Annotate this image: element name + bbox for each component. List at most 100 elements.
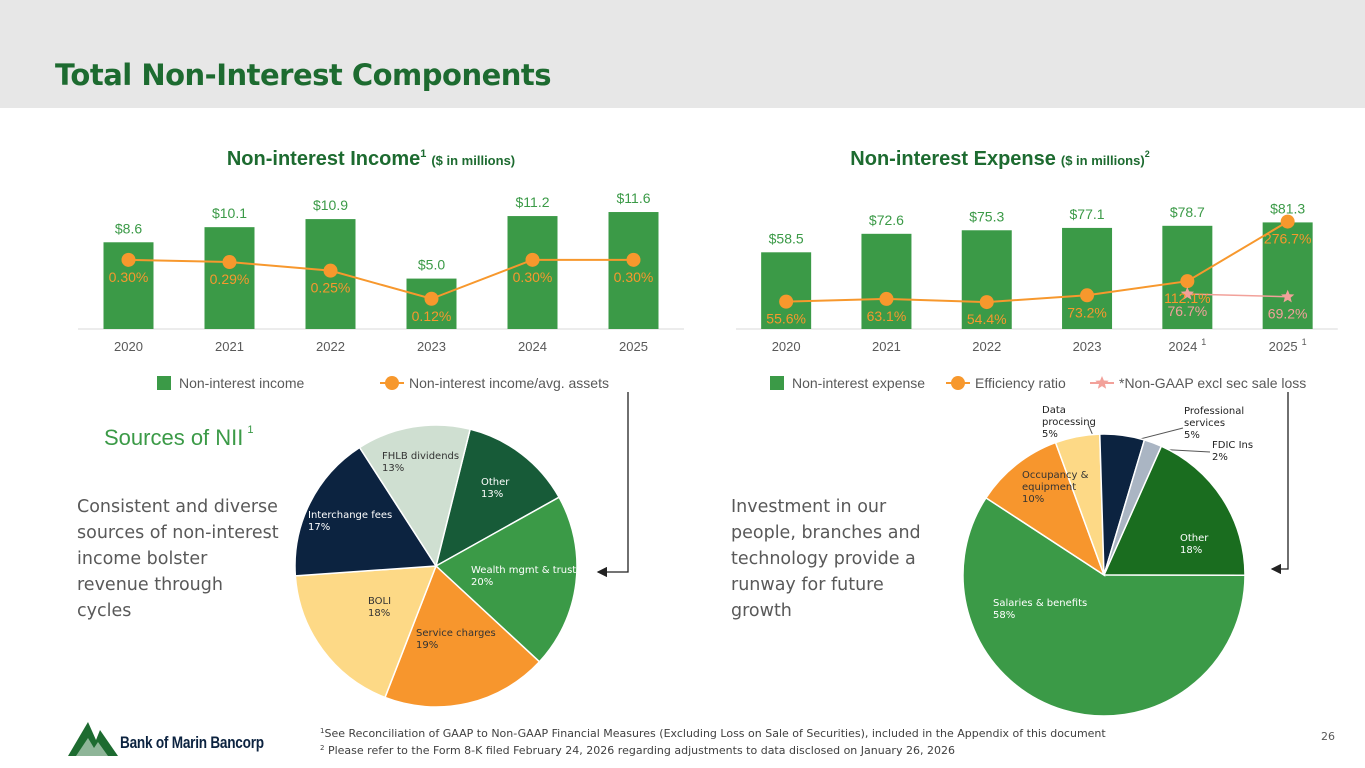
line-value-label: 63.1% [867,308,907,324]
pie-label-value: 5% [1184,430,1200,441]
pie-label-category: Professional services [1184,406,1245,429]
chart-title: Non-interest Expense ($ in millions)2 [850,148,1149,170]
pie-label-category: Other [481,477,510,488]
chart-title: Sources of NII 1 [104,424,254,450]
pie-label: Other 18% [1180,533,1208,557]
x-tick-label: 2022 [972,339,1001,354]
pie-label: Professional services 5% [1184,406,1254,442]
bar [961,230,1012,329]
line-value-label: 0.29% [210,271,250,287]
line-value-label: 276.7% [1264,231,1311,247]
pie-label: FDIC Ins 2% [1212,440,1253,464]
x-tick-label-text: 2025 [619,339,648,354]
x-tick-label-text: 2020 [772,339,801,354]
pie-label: FHLB dividends 13% [382,451,459,475]
legend-star [1095,376,1109,389]
bar-value-label: $10.1 [212,205,247,221]
pie-label-value: 17% [308,522,331,533]
line-value-label: 0.30% [614,269,654,285]
bar [1062,227,1113,329]
chart-title-text: Non-interest Income [227,148,420,170]
pie-label: Occupancy & equipment 10% [1022,470,1094,506]
legend-swatch [770,376,784,390]
bar [861,233,912,329]
pie-label-category: BOLI [368,596,392,607]
title-superscript: 1 [247,424,253,436]
pie-label-value: 58% [993,610,1016,621]
footnote-text: Please refer to the Form 8-K filed Febru… [327,744,955,757]
bar-value-label: $78.7 [1170,204,1205,220]
bar [608,212,659,329]
point-marker [1180,274,1195,289]
bar [507,216,558,329]
pie-label-value: 19% [416,640,439,651]
point-marker [779,294,794,309]
x-tick-label-text: 2022 [972,339,1001,354]
pie-label-category: Wealth mgmt & trust [471,565,577,576]
x-tick-label-text: 2024 [518,339,547,354]
pie-label: Wealth mgmt & trust 20% [471,565,576,589]
logo-text: Bank of Marin Bancorp [120,733,264,752]
x-tick-label-text: 2021 [215,339,244,354]
pie-label-category: FDIC Ins [1212,440,1254,451]
pie-slice [1102,445,1246,577]
point-marker [1280,214,1295,229]
x-tick-label-text: 2023 [417,339,446,354]
pie-label: Data processing 5% [1042,405,1112,441]
bar-value-label: $8.6 [115,220,142,236]
pie-label: Interchange fees 17% [308,510,392,534]
point-marker [1080,288,1095,303]
bar [761,252,812,329]
line-value-label: 54.4% [967,311,1007,327]
line-value-label: 73.2% [1067,304,1107,320]
leader-line [1135,427,1184,441]
x-tick-label: 2021 [215,339,244,354]
point-marker [424,291,439,306]
line [1187,293,1288,298]
pie-label: BOLI 18% [368,596,391,620]
pie-slice [962,496,1246,717]
legend-label: Non-interest income [179,375,304,391]
point-marker [121,252,136,267]
pie-label-category: Salaries & benefits [993,598,1088,609]
connector-arrow [1270,392,1289,575]
bar-value-label: $75.3 [969,208,1004,224]
star-marker [1281,289,1295,303]
chart-title-text: Non-interest Expense [850,148,1056,170]
line-value-label: 0.30% [513,269,553,285]
bar-value-label: $81.3 [1270,200,1305,216]
header-band [0,0,1365,108]
line-value-label: 0.30% [109,269,149,285]
pie-slice [1103,438,1163,576]
x-tick-label: 2024 [518,339,547,354]
legend-marker [951,376,965,390]
x-tick-superscript: 1 [1201,337,1206,347]
line-value-label: 55.6% [766,311,806,327]
logo-mark [68,722,118,756]
x-tick-label-text: 2022 [316,339,345,354]
line-value-label: 0.12% [412,308,452,324]
pie-slice [294,565,438,699]
x-tick-label: 2021 [872,339,901,354]
bar-value-label: $11.2 [516,194,550,210]
pie-label-value: 18% [368,608,391,619]
pie-label-value: 10% [1022,494,1045,505]
footnote-text: See Reconciliation of GAAP to Non-GAAP F… [324,727,1106,740]
line-value-label: 69.2% [1268,306,1308,322]
point-marker [979,295,994,310]
pie-slice [434,496,578,663]
point-marker [525,252,540,267]
legend-label: *Non-GAAP excl sec sale loss [1119,375,1306,391]
chart-title: Non-interest Income1 ($ in millions) [227,148,515,170]
bar-value-label: $11.6 [617,190,651,206]
pie-slice [984,441,1106,577]
point-marker [222,255,237,270]
pie-label: Other 13% [481,477,509,501]
footnote: 1See Reconciliation of GAAP to Non-GAAP … [320,724,1106,741]
line-value-label: 112.1% [1164,290,1210,306]
bar-value-label: $10.9 [313,197,348,213]
pie-label-category: Occupancy & equipment [1022,470,1089,493]
line [786,220,1289,304]
pie-label-value: 13% [382,463,405,474]
